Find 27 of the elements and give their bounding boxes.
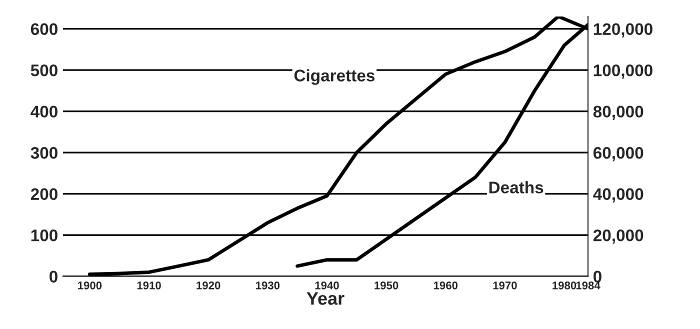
x-tick-label: 1984 — [576, 282, 600, 290]
x-tick-label: 1980 — [552, 282, 576, 290]
series-label: Deaths — [489, 181, 544, 194]
y-tick-label: 0 — [50, 270, 58, 283]
y2-tick-label: 80,000 — [593, 106, 644, 120]
y-tick-label: 100 — [31, 230, 58, 242]
x-tick-label: 1970 — [493, 282, 517, 290]
y2-tick-label: 40,000 — [593, 188, 644, 202]
text: Cigarettes — [294, 69, 375, 85]
y-tick-label: 500 — [30, 64, 58, 76]
y-tick-label: 400 — [30, 106, 58, 118]
x-tick-label: 1910 — [137, 282, 161, 290]
y2-tick-label: 100,000 — [594, 64, 652, 79]
x-tick-label: 1920 — [196, 282, 220, 290]
y-tick-label: 200 — [30, 188, 58, 200]
x-axis-title: Year — [306, 292, 344, 305]
x-tick-label: 1900 — [78, 282, 102, 290]
x-tick-label: 1940 — [315, 282, 339, 290]
x-tick-label: 1930 — [256, 282, 280, 290]
y2-tick-label: 60,000 — [593, 146, 644, 162]
y2-tick-label: 0 — [594, 270, 602, 283]
y2-tick-label: 120,000 — [594, 23, 652, 38]
x-tick-label: 1950 — [374, 282, 398, 290]
y2-tick-label: 20,000 — [593, 230, 644, 244]
x-tick-label: 1960 — [434, 282, 458, 290]
y-tick-label: 300 — [30, 146, 58, 159]
y-tick-label: 600 — [30, 23, 58, 36]
